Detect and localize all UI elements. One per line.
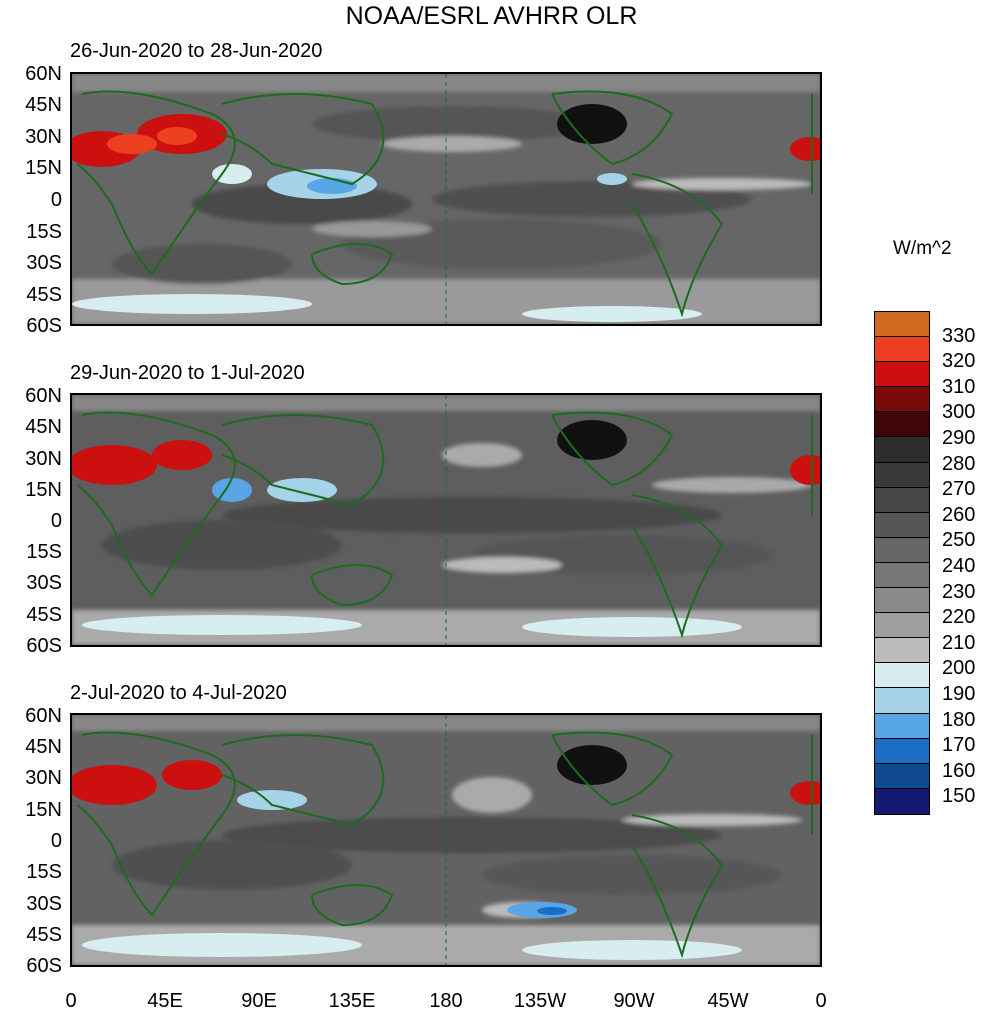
colorbar-label: 330 bbox=[942, 324, 976, 347]
lat-label: 0 bbox=[50, 189, 62, 211]
lat-label: 15S bbox=[26, 221, 62, 243]
panel-2-map bbox=[70, 393, 822, 647]
lon-label: 135E bbox=[328, 990, 376, 1012]
lat-label: 60S bbox=[26, 635, 62, 657]
panel-3-map bbox=[70, 713, 822, 967]
colorbar-swatch bbox=[875, 387, 929, 413]
lat-label: 45N bbox=[25, 736, 62, 758]
colorbar-swatch bbox=[875, 613, 929, 639]
lat-label: 0 bbox=[50, 510, 62, 532]
colorbar-label: 320 bbox=[942, 350, 976, 373]
lat-label: 30S bbox=[26, 252, 62, 274]
lon-label: 90E bbox=[241, 990, 277, 1012]
lat-label: 30N bbox=[25, 126, 62, 148]
lon-label: 45E bbox=[147, 990, 183, 1012]
colorbar-label: 210 bbox=[942, 631, 976, 654]
lon-label: 45W bbox=[707, 990, 749, 1012]
lat-label: 30S bbox=[26, 572, 62, 594]
lat-label: 45N bbox=[25, 94, 62, 116]
colorbar-label: 290 bbox=[942, 427, 976, 449]
colorbar-swatch bbox=[875, 763, 929, 789]
lon-label: 0 bbox=[815, 990, 827, 1012]
colorbar-swatch bbox=[875, 412, 929, 438]
colorbar-units: W/m^2 bbox=[893, 238, 952, 259]
lat-label: 60S bbox=[26, 955, 62, 977]
figure-title: NOAA/ESRL AVHRR OLR bbox=[345, 2, 638, 30]
colorbar-label: 190 bbox=[942, 683, 976, 705]
lon-label: 0 bbox=[65, 990, 77, 1012]
lat-label: 45S bbox=[26, 284, 62, 306]
colorbar-swatch bbox=[875, 337, 929, 363]
colorbar-label: 200 bbox=[942, 657, 976, 680]
colorbar-label: 160 bbox=[942, 759, 976, 782]
colorbar-swatch bbox=[875, 462, 929, 488]
lat-label: 15N bbox=[25, 157, 62, 179]
colorbar-swatch bbox=[875, 487, 929, 513]
lat-label: 60S bbox=[26, 315, 62, 337]
colorbar-swatch bbox=[875, 562, 929, 589]
lat-label: 15S bbox=[26, 541, 62, 563]
colorbar-label: 300 bbox=[942, 401, 976, 424]
colorbar-swatch bbox=[875, 512, 929, 538]
colorbar-label: 150 bbox=[942, 785, 976, 808]
lat-label: 45N bbox=[25, 416, 62, 438]
colorbar-label: 220 bbox=[942, 606, 976, 629]
colorbar-label: 310 bbox=[942, 375, 976, 398]
panel-3-title: 2-Jul-2020 to 4-Jul-2020 bbox=[70, 682, 287, 704]
lat-label: 60N bbox=[25, 705, 62, 727]
lat-label: 15N bbox=[25, 479, 62, 501]
colorbar-swatch bbox=[875, 437, 929, 463]
lat-label: 45S bbox=[26, 604, 62, 626]
colorbar-swatch bbox=[875, 362, 929, 388]
colorbar-label: 280 bbox=[942, 452, 976, 475]
lon-label: 135W bbox=[513, 990, 567, 1012]
colorbar bbox=[874, 311, 930, 815]
colorbar-label: 230 bbox=[942, 580, 976, 603]
lon-label: 180 bbox=[429, 990, 463, 1012]
colorbar-swatch bbox=[875, 588, 929, 614]
lat-label: 30N bbox=[25, 767, 62, 789]
lat-label: 30S bbox=[26, 893, 62, 915]
colorbar-swatch bbox=[875, 788, 929, 814]
panel-1-title: 26-Jun-2020 to 28-Jun-2020 bbox=[70, 40, 323, 62]
colorbar-label: 260 bbox=[942, 503, 976, 526]
panel-2-title: 29-Jun-2020 to 1-Jul-2020 bbox=[70, 362, 305, 384]
colorbar-swatch bbox=[875, 663, 929, 689]
colorbar-label: 270 bbox=[942, 478, 976, 501]
lat-label: 0 bbox=[50, 830, 62, 852]
colorbar-swatch bbox=[875, 738, 929, 764]
colorbar-label: 250 bbox=[942, 529, 976, 552]
lat-label: 45S bbox=[26, 924, 62, 946]
colorbar-swatch bbox=[875, 537, 929, 563]
colorbar-label: 180 bbox=[942, 708, 976, 731]
colorbar-swatch bbox=[875, 638, 929, 664]
lat-label: 60N bbox=[25, 385, 62, 407]
colorbar-swatch bbox=[875, 688, 929, 714]
colorbar-label: 240 bbox=[942, 555, 976, 577]
lon-label: 90W bbox=[613, 990, 655, 1012]
colorbar-swatch bbox=[875, 713, 929, 739]
lat-label: 30N bbox=[25, 448, 62, 470]
colorbar-label: 170 bbox=[942, 734, 976, 757]
lat-label: 60N bbox=[25, 63, 62, 85]
panel-1-map bbox=[70, 72, 822, 326]
lat-label: 15N bbox=[25, 799, 62, 821]
lat-label: 15S bbox=[26, 861, 62, 883]
colorbar-swatch bbox=[875, 312, 929, 338]
